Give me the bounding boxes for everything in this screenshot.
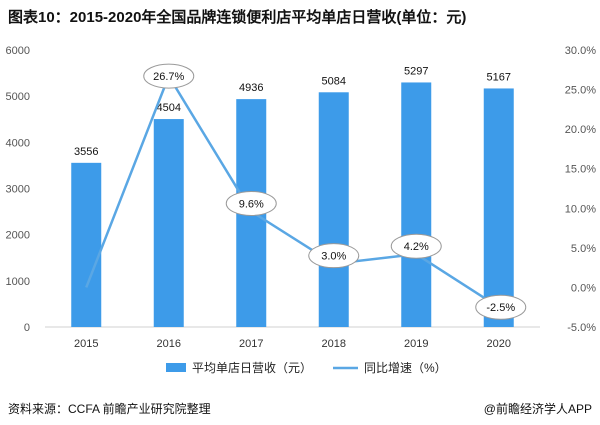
bar-value-label: 5167	[487, 71, 511, 83]
legend-line-label: 同比增速（%）	[364, 361, 447, 375]
y-right-tick: 5.0%	[571, 243, 596, 255]
growth-value-label: 3.0%	[321, 251, 346, 263]
growth-labels: 26.7% 9.6% 3.0% 4.2% -2.5%	[143, 63, 527, 320]
x-tick-label: 2015	[74, 338, 98, 350]
growth-bubble	[308, 243, 360, 269]
x-tick-label: 2020	[487, 338, 511, 350]
legend-bar-swatch	[166, 363, 186, 372]
x-tick-label: 2016	[157, 338, 181, 350]
growth-value-label: -2.5%	[486, 302, 515, 314]
bar-value-label: 3556	[74, 146, 98, 158]
y-right-tick: 10.0%	[565, 203, 596, 215]
growth-bubble	[390, 233, 442, 259]
legend: 平均单店日营收（元） 同比增速（%）	[166, 361, 447, 375]
right-axis-ticks: -5.0% 0.0% 5.0% 10.0% 15.0% 20.0% 25.0% 30.0%	[565, 45, 596, 334]
bar-2015	[71, 162, 102, 327]
y-right-tick: 25.0%	[565, 85, 596, 97]
footer: 资料来源：CCFA 前瞻产业研究院整理 @前瞻经济学人APP	[8, 400, 592, 418]
growth-line	[85, 73, 500, 309]
bar-2016	[153, 119, 184, 327]
bar-value-label: 4936	[239, 82, 263, 94]
growth-value-label: 26.7%	[153, 71, 184, 83]
bar-value-label: 5084	[322, 75, 346, 87]
y-right-tick: 20.0%	[565, 124, 596, 136]
y-right-tick: 15.0%	[565, 164, 596, 176]
growth-bubble	[143, 63, 195, 89]
left-axis-ticks: 0 1000 2000 3000 4000 5000 6000	[6, 45, 30, 334]
growth-value-label: 4.2%	[404, 241, 429, 253]
bar-labels: 3556 4504 4936 5084 5297 5167	[74, 65, 511, 157]
bar-value-label: 4504	[157, 102, 181, 114]
bar-value-label: 5297	[404, 65, 428, 77]
brand-note: @前瞻经济学人APP	[483, 402, 592, 416]
growth-bubble	[475, 294, 527, 320]
y-left-tick: 0	[24, 322, 30, 334]
y-left-tick: 5000	[6, 91, 30, 103]
growth-bubble	[225, 190, 277, 216]
x-tick-label: 2017	[239, 338, 263, 350]
legend-bar-label: 平均单店日营收（元）	[192, 361, 312, 375]
x-axis-labels: 2015 2016 2017 2018 2019 2020	[74, 338, 511, 350]
y-left-tick: 6000	[6, 45, 30, 57]
y-left-tick: 1000	[6, 276, 30, 288]
bar-2018	[318, 92, 349, 327]
y-right-tick: 0.0%	[571, 282, 596, 294]
chart-title: 图表10：2015-2020年全国品牌连锁便利店平均单店日营收(单位：元)	[8, 9, 467, 26]
y-left-tick: 4000	[6, 137, 30, 149]
x-tick-label: 2018	[322, 338, 346, 350]
y-left-tick: 2000	[6, 230, 30, 242]
x-tick-label: 2019	[404, 338, 428, 350]
growth-value-label: 9.6%	[239, 198, 264, 210]
y-left-tick: 3000	[6, 184, 30, 196]
y-right-tick: 30.0%	[565, 45, 596, 57]
source-note: 资料来源：CCFA 前瞻产业研究院整理	[8, 402, 211, 416]
y-right-tick: -5.0%	[567, 322, 596, 334]
bar-2019	[401, 82, 432, 327]
bar-2020	[483, 88, 514, 327]
bars	[71, 82, 514, 327]
